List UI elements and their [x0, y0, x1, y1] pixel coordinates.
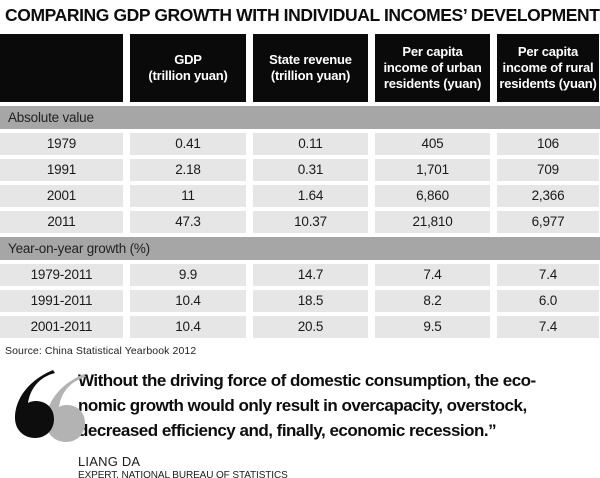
- quote-block: Without the driving force of domestic co…: [0, 368, 600, 478]
- table-cell: 11: [130, 185, 246, 207]
- table-cell: 7.4: [375, 264, 490, 286]
- table-cell: 7.4: [497, 264, 599, 286]
- row-label: 2001-2011: [0, 316, 123, 338]
- header-cell-empty: [0, 34, 123, 102]
- table-cell: 9.9: [130, 264, 246, 286]
- row-label: 1991-2011: [0, 290, 123, 312]
- table-cell: 0.31: [253, 159, 368, 181]
- table-cell: 47.3: [130, 211, 246, 233]
- table-cell: 14.7: [253, 264, 368, 286]
- table-cell: 709: [497, 159, 599, 181]
- table-cell: 6.0: [497, 290, 599, 312]
- table-cell: 10.4: [130, 316, 246, 338]
- table-cell: 2,366: [497, 185, 599, 207]
- row-label: 1979-2011: [0, 264, 123, 286]
- table-row: 2011 47.3 10.37 21,810 6,977: [0, 211, 600, 233]
- table-cell: 0.11: [253, 133, 368, 155]
- header-cell-urban-income: Per capita income of urban residents (yu…: [375, 34, 490, 102]
- quote-text: Without the driving force of domestic co…: [78, 371, 536, 440]
- table-row: 1979-2011 9.9 14.7 7.4 7.4: [0, 264, 600, 286]
- table-cell: 405: [375, 133, 490, 155]
- table-cell: 21,810: [375, 211, 490, 233]
- page-title: COMPARING GDP GROWTH WITH INDIVIDUAL INC…: [5, 5, 600, 25]
- table-row: 1979 0.41 0.11 405 106: [0, 133, 600, 155]
- table-cell: 6,977: [497, 211, 599, 233]
- header-cell-rural-income: Per capita income of rural residents (yu…: [497, 34, 599, 102]
- quote-author: LIANG DA: [78, 454, 141, 469]
- row-label: 1979: [0, 133, 123, 155]
- table-header-row: GDP (trillion yuan) State revenue (trill…: [0, 34, 600, 102]
- table-cell: 6,860: [375, 185, 490, 207]
- table-cell: 106: [497, 133, 599, 155]
- row-label: 2011: [0, 211, 123, 233]
- row-label: 2001: [0, 185, 123, 207]
- table-cell: 10.37: [253, 211, 368, 233]
- table-cell: 20.5: [253, 316, 368, 338]
- table-cell: 1.64: [253, 185, 368, 207]
- quotation-marks-icon: [15, 370, 86, 442]
- row-label: 1991: [0, 159, 123, 181]
- comparison-table: GDP (trillion yuan) State revenue (trill…: [0, 34, 600, 338]
- source-note: Source: China Statistical Yearbook 2012: [5, 345, 197, 357]
- quote-author-title: EXPERT, NATIONAL BUREAU OF STATISTICS: [78, 470, 288, 478]
- table-row: 2001 11 1.64 6,860 2,366: [0, 185, 600, 207]
- table-cell: 9.5: [375, 316, 490, 338]
- table-row: 1991-2011 10.4 18.5 8.2 6.0: [0, 290, 600, 312]
- table-cell: 10.4: [130, 290, 246, 312]
- table-cell: 18.5: [253, 290, 368, 312]
- table-row: 1991 2.18 0.31 1,701 709: [0, 159, 600, 181]
- table-row: 2001-2011 10.4 20.5 9.5 7.4: [0, 316, 600, 338]
- table-cell: 0.41: [130, 133, 246, 155]
- section-header-yoy-growth: Year-on-year growth (%): [0, 237, 600, 260]
- table-cell: 7.4: [497, 316, 599, 338]
- header-cell-state-revenue: State revenue (trillion yuan): [253, 34, 368, 102]
- table-cell: 8.2: [375, 290, 490, 312]
- table-cell: 1,701: [375, 159, 490, 181]
- table-cell: 2.18: [130, 159, 246, 181]
- section-header-absolute-value: Absolute value: [0, 106, 600, 129]
- header-cell-gdp: GDP (trillion yuan): [130, 34, 246, 102]
